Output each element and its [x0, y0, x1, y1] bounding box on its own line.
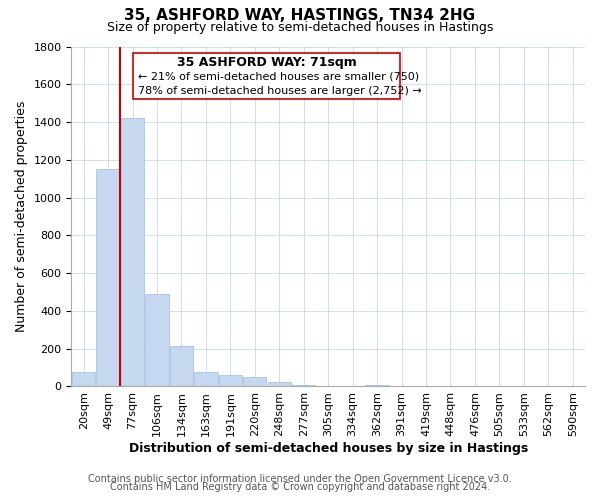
FancyBboxPatch shape [133, 54, 400, 99]
Bar [145, 294, 169, 386]
Y-axis label: Number of semi-detached properties: Number of semi-detached properties [15, 101, 28, 332]
Bar [194, 372, 218, 386]
Bar [72, 372, 95, 386]
Text: 78% of semi-detached houses are larger (2,752) →: 78% of semi-detached houses are larger (… [138, 86, 422, 96]
Bar [170, 346, 193, 387]
X-axis label: Distribution of semi-detached houses by size in Hastings: Distribution of semi-detached houses by … [128, 442, 528, 455]
Text: 35 ASHFORD WAY: 71sqm: 35 ASHFORD WAY: 71sqm [176, 56, 356, 69]
Bar [97, 170, 120, 386]
Bar [268, 382, 291, 386]
Text: 35, ASHFORD WAY, HASTINGS, TN34 2HG: 35, ASHFORD WAY, HASTINGS, TN34 2HG [124, 8, 476, 22]
Text: Contains public sector information licensed under the Open Government Licence v3: Contains public sector information licen… [88, 474, 512, 484]
Bar [219, 375, 242, 386]
Text: ← 21% of semi-detached houses are smaller (750): ← 21% of semi-detached houses are smalle… [138, 72, 419, 82]
Bar [121, 118, 144, 386]
Text: Size of property relative to semi-detached houses in Hastings: Size of property relative to semi-detach… [107, 21, 493, 34]
Bar [292, 384, 316, 386]
Bar [365, 384, 389, 386]
Text: Contains HM Land Registry data © Crown copyright and database right 2024.: Contains HM Land Registry data © Crown c… [110, 482, 490, 492]
Bar [243, 378, 266, 386]
